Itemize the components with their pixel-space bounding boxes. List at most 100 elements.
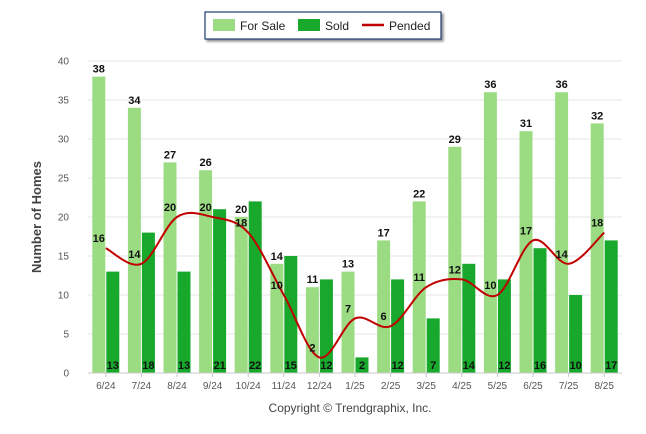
data-label-sold: 7 [430, 360, 436, 372]
data-label-sold: 21 [213, 360, 225, 372]
x-axis-ticks: 6/24 7/24 8/24 9/24 10/24 11/24 12/24 1/25 2/25 3… [96, 373, 614, 392]
bar-sold [391, 279, 405, 373]
x-tick-label: 7/25 [559, 381, 579, 392]
bar-sold [106, 271, 120, 373]
bar-sold [213, 209, 227, 373]
bar-sold [141, 232, 155, 373]
data-label-sold: 15 [285, 360, 297, 372]
data-label-sold: 12 [320, 360, 332, 372]
data-label-pended: 18 [235, 218, 247, 230]
data-label-for-sale: 29 [449, 134, 461, 146]
bar-for-sale [127, 107, 141, 374]
x-tick-label: 4/25 [452, 381, 472, 392]
x-tick-label: 8/24 [167, 381, 187, 392]
x-tick-label: 3/25 [416, 381, 436, 392]
series-line-pended [105, 211, 605, 359]
data-label-pended: 20 [199, 202, 211, 214]
bar-sold [355, 357, 369, 373]
bar-for-sale [341, 271, 355, 373]
bar-for-sale [163, 162, 177, 373]
data-label-for-sale: 11 [307, 274, 319, 286]
x-tick-label: 2/25 [381, 381, 401, 392]
data-label-for-sale: 32 [591, 110, 603, 122]
bar-for-sale [305, 287, 319, 373]
data-label-for-sale: 22 [413, 188, 425, 200]
bar-sold [319, 279, 333, 373]
bar-sold [533, 248, 547, 373]
legend-label-for-sale: For Sale [240, 19, 286, 33]
data-label-sold: 10 [569, 360, 581, 372]
data-label-pended: 6 [381, 311, 387, 323]
data-label-pended: 16 [93, 233, 105, 245]
legend-box [204, 11, 442, 40]
y-tick-label: 20 [58, 213, 70, 224]
legend: For Sale Sold Pended [204, 11, 442, 40]
data-label-for-sale: 34 [128, 95, 141, 107]
data-label-pended: 20 [164, 202, 176, 214]
x-tick-label: 10/24 [236, 381, 261, 392]
legend-label-sold: Sold [325, 19, 349, 33]
bar-for-sale [199, 170, 213, 373]
data-label-pended: 10 [484, 280, 496, 292]
data-label-sold: 12 [391, 360, 403, 372]
data-label-pended: 11 [413, 272, 425, 284]
data-label-for-sale: 17 [377, 227, 389, 239]
data-label-pended: 14 [555, 249, 568, 261]
data-label-for-sale: 13 [342, 259, 354, 271]
data-label-sold: 17 [605, 360, 617, 372]
x-tick-label: 9/24 [203, 381, 223, 392]
bar-for-sale [448, 146, 462, 373]
data-label-sold: 13 [107, 360, 119, 372]
data-label-for-sale: 20 [235, 204, 247, 216]
data-label-sold: 2 [359, 360, 365, 372]
bar-sold [426, 318, 440, 373]
y-tick-label: 25 [58, 174, 70, 185]
x-tick-label: 6/24 [96, 381, 116, 392]
bar-sold [284, 256, 298, 373]
y-tick-label: 15 [58, 252, 70, 263]
bar-sold [248, 201, 262, 373]
data-label-pended: 12 [449, 264, 461, 276]
bar-for-sale [555, 92, 569, 373]
data-label-pended: 14 [128, 249, 141, 261]
data-label-pended: 7 [345, 303, 351, 315]
bar-for-sale [377, 240, 391, 373]
bar-sold [177, 271, 191, 373]
data-label-for-sale: 38 [93, 64, 105, 76]
data-label-pended: 10 [271, 280, 283, 292]
bars [92, 76, 618, 374]
bar-for-sale [234, 217, 248, 373]
data-label-sold: 18 [142, 360, 154, 372]
y-tick-label: 10 [58, 291, 70, 302]
y-tick-label: 40 [58, 57, 70, 68]
data-label-pended: 18 [591, 218, 603, 230]
data-label-for-sale: 26 [199, 157, 211, 169]
legend-label-pended: Pended [389, 19, 430, 33]
bar-for-sale [412, 201, 426, 373]
data-label-for-sale: 27 [164, 149, 176, 161]
legend-swatch-for-sale [213, 19, 235, 31]
data-label-sold: 13 [178, 360, 190, 372]
x-tick-label: 1/25 [345, 381, 365, 392]
y-tick-label: 35 [58, 96, 70, 107]
bar-for-sale [92, 76, 106, 373]
data-label-pended: 2 [309, 342, 315, 354]
data-label-sold: 22 [249, 360, 261, 372]
bar-for-sale [270, 263, 284, 373]
data-label-sold: 16 [534, 360, 546, 372]
bar-sold [569, 295, 583, 373]
data-label-for-sale: 36 [484, 79, 496, 91]
bar-for-sale [483, 92, 497, 373]
data-label-for-sale: 31 [520, 118, 532, 130]
data-label-for-sale: 14 [271, 251, 284, 263]
x-tick-label: 12/24 [307, 381, 332, 392]
y-axis-ticks: 0 5 10 15 20 25 30 35 40 [58, 57, 70, 380]
y-tick-label: 0 [63, 369, 69, 380]
legend-swatch-sold [298, 19, 320, 31]
x-tick-label: 8/25 [594, 381, 614, 392]
bar-sold [604, 240, 618, 373]
x-tick-label: 7/24 [132, 381, 152, 392]
data-label-for-sale: 36 [555, 79, 567, 91]
